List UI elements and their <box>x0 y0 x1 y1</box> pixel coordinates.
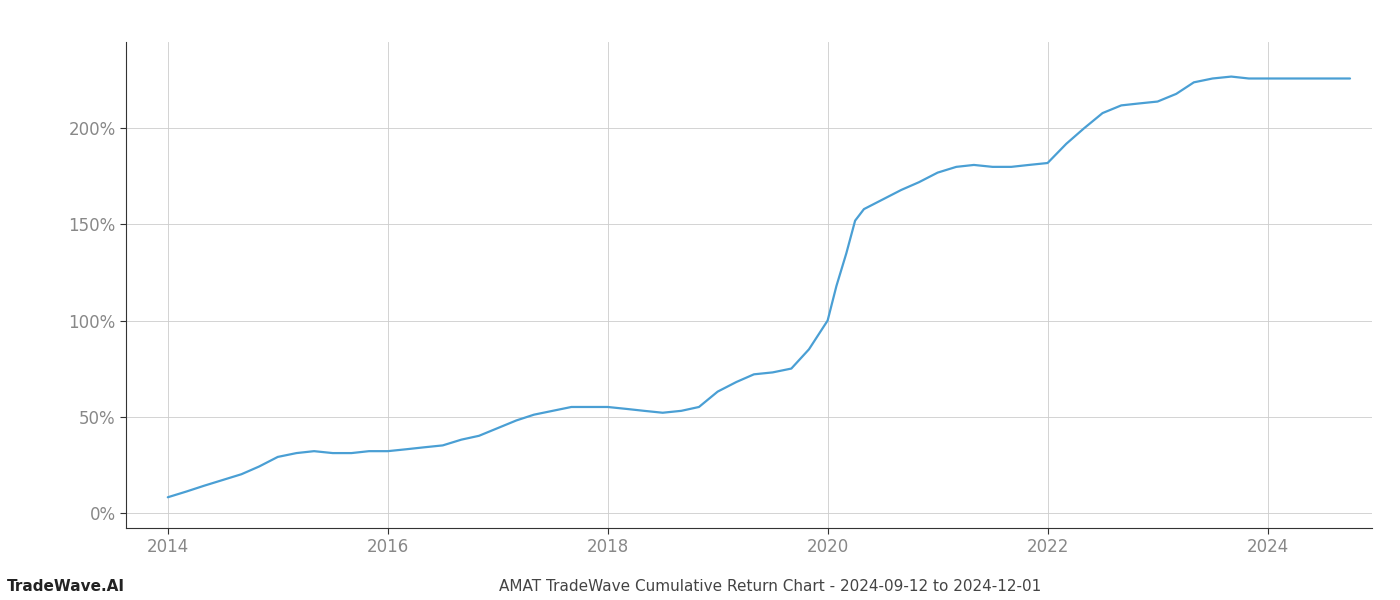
Text: TradeWave.AI: TradeWave.AI <box>7 579 125 594</box>
Text: AMAT TradeWave Cumulative Return Chart - 2024-09-12 to 2024-12-01: AMAT TradeWave Cumulative Return Chart -… <box>498 579 1042 594</box>
